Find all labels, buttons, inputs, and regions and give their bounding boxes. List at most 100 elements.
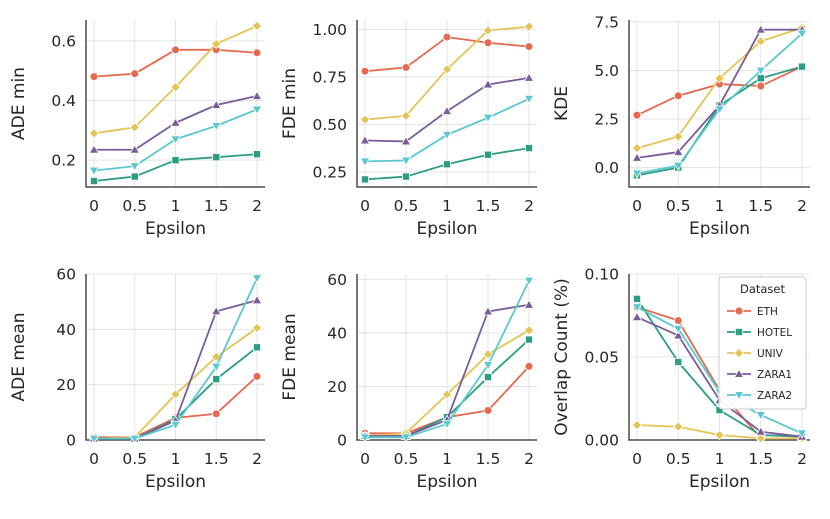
data-point-hotel	[525, 144, 534, 153]
data-point-univ	[441, 64, 453, 75]
x-tick-label: 0.5	[122, 197, 147, 215]
data-point-zara2	[129, 162, 141, 172]
data-point-univ	[673, 131, 684, 142]
series-hotel	[360, 144, 534, 184]
legend-label: UNIV	[757, 348, 784, 360]
y-tick-label: 0.25	[312, 163, 347, 181]
series-univ	[88, 20, 263, 139]
series-zara1	[88, 90, 263, 154]
x-tick-label: 0	[89, 197, 99, 215]
data-point-eth	[211, 409, 221, 419]
data-point-univ	[251, 20, 263, 32]
data-point-zara2	[170, 135, 181, 145]
data-point-eth	[483, 38, 493, 48]
data-point-univ	[170, 81, 181, 93]
data-point-zara2	[482, 113, 494, 124]
x-tick-label: 0.5	[394, 450, 419, 468]
data-point-eth	[673, 316, 683, 325]
data-point-zara2	[441, 130, 453, 141]
x-tick-label: 0	[360, 197, 370, 215]
data-point-zara2	[523, 94, 535, 105]
data-point-univ	[755, 36, 766, 47]
x-tick-label: 0.5	[666, 197, 691, 215]
y-axis-label: KDE	[552, 86, 572, 121]
data-point-zara2	[170, 420, 181, 431]
y-tick-label: 20	[56, 376, 76, 394]
legend-marker-hotel	[735, 327, 744, 336]
data-point-hotel	[442, 160, 451, 169]
data-point-eth	[673, 91, 683, 101]
legend-label: ETH	[757, 306, 778, 318]
data-point-zara1	[251, 90, 263, 100]
data-point-eth	[524, 362, 534, 371]
y-tick-label: 0.50	[312, 116, 347, 134]
series-zara2	[359, 94, 535, 167]
legend-marker-zara2	[733, 391, 745, 401]
legend-label: ZARA1	[757, 369, 792, 381]
x-tick-label: 0	[89, 450, 99, 468]
y-tick-label: 1.00	[312, 21, 347, 39]
data-point-zara2	[796, 429, 808, 439]
x-tick-label: 1.5	[476, 450, 501, 468]
y-tick-label: 60	[327, 271, 347, 289]
data-point-zara2	[400, 156, 412, 166]
y-axis-label: ADE min	[9, 67, 29, 140]
y-tick-label: 0.00	[584, 432, 619, 450]
x-axis-label: Epsilon	[416, 472, 477, 492]
y-tick-label: 0.4	[51, 92, 76, 110]
data-point-hotel	[360, 175, 369, 184]
data-point-hotel	[252, 343, 261, 352]
data-point-univ	[673, 421, 684, 432]
series-univ	[631, 419, 808, 444]
data-point-hotel	[171, 156, 180, 165]
data-point-zara1	[129, 144, 141, 154]
x-axis-label: Epsilon	[145, 472, 206, 492]
data-point-zara2	[359, 157, 371, 167]
data-point-hotel	[483, 373, 492, 382]
data-point-zara1	[359, 135, 371, 145]
legend-entry-zara2: ZARA2	[727, 390, 792, 402]
data-point-eth	[89, 72, 99, 81]
x-tick-label: 1.5	[748, 450, 773, 468]
series-zara2	[88, 274, 263, 445]
data-point-hotel	[90, 177, 99, 186]
data-point-univ	[400, 110, 412, 122]
data-point-eth	[442, 32, 452, 42]
data-point-eth	[756, 81, 766, 91]
x-tick-label: 2	[797, 197, 807, 215]
data-point-univ	[170, 389, 181, 400]
x-axis-label: Epsilon	[689, 219, 750, 239]
data-point-zara2	[672, 324, 684, 335]
panel-kde: 0 0.5 1 1.5 2 0.0 2.5 5.0 7.5 Epsilon KDE	[552, 13, 810, 239]
legend-entry-eth: ETH	[727, 306, 778, 318]
y-tick-label: 5.0	[594, 62, 619, 80]
data-point-zara2	[523, 276, 535, 287]
x-tick-label: 0	[360, 450, 370, 468]
data-point-univ	[251, 322, 263, 334]
legend-entry-univ: UNIV	[727, 347, 784, 360]
data-point-zara1	[251, 294, 263, 305]
y-axis-label: ADE mean	[9, 312, 29, 401]
x-tick-label: 1	[442, 197, 452, 215]
data-point-zara2	[672, 161, 684, 172]
legend-label: ZARA2	[757, 390, 792, 402]
data-point-zara1	[400, 136, 412, 146]
data-point-eth	[524, 42, 534, 51]
data-point-hotel	[252, 150, 261, 159]
y-tick-label: 0.0	[594, 159, 619, 177]
data-point-zara2	[210, 362, 222, 373]
legend-marker-eth	[734, 306, 744, 316]
y-axis-label: FDE min	[280, 68, 300, 139]
legend-label: HOTEL	[757, 327, 792, 339]
data-point-zara2	[796, 29, 808, 39]
data-point-hotel	[483, 150, 492, 159]
data-point-zara1	[755, 426, 767, 436]
series-hotel	[90, 150, 261, 186]
data-point-univ	[211, 351, 222, 363]
data-point-univ	[88, 128, 100, 139]
data-point-zara2	[88, 166, 100, 177]
data-point-eth	[252, 48, 262, 58]
data-point-hotel	[798, 62, 807, 71]
